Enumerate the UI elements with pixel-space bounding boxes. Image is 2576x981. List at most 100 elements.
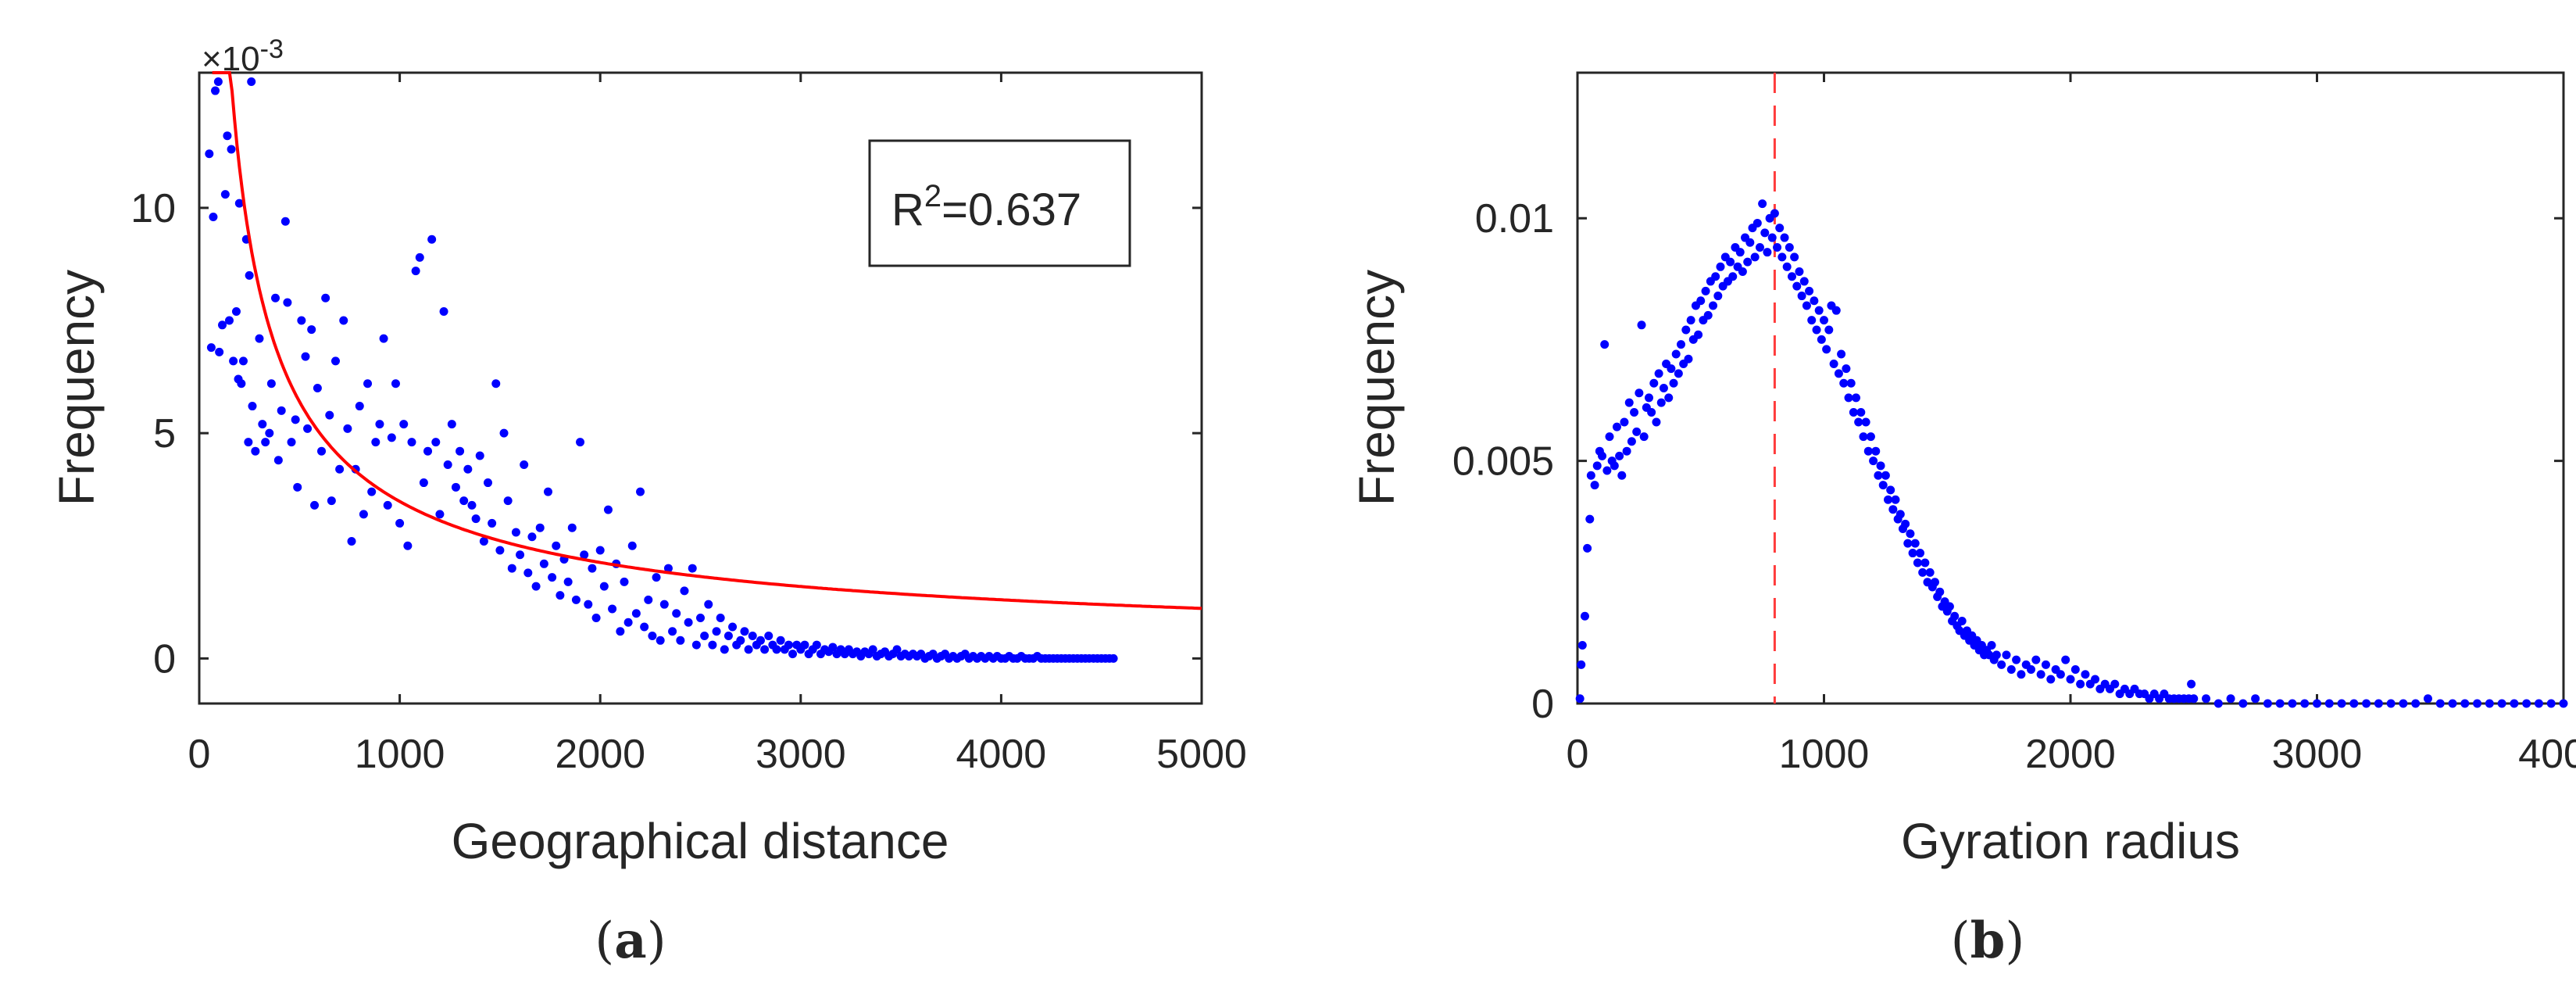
data-point — [535, 523, 545, 532]
y-tick-label: 0.01 — [1475, 196, 1554, 242]
data-point — [659, 600, 669, 609]
data-point — [1617, 471, 1627, 480]
data-point — [1726, 257, 1735, 267]
data-point — [656, 636, 665, 645]
data-point — [2061, 655, 2070, 664]
data-point — [1792, 281, 1802, 291]
svg-text:×10-3: ×10-3 — [202, 34, 284, 78]
data-point — [2546, 699, 2556, 708]
data-point — [1701, 286, 1710, 295]
y-tick-label: 5 — [153, 411, 176, 456]
data-point — [712, 627, 721, 636]
data-point — [1916, 549, 1925, 558]
data-point — [1874, 471, 1883, 480]
data-point — [563, 577, 573, 586]
data-point — [237, 379, 246, 388]
data-point — [484, 478, 493, 488]
legend-label-value: =0.637 — [941, 184, 1081, 235]
data-point — [1777, 252, 1787, 262]
data-point — [680, 586, 689, 596]
data-point — [447, 420, 456, 429]
data-point — [1822, 345, 1831, 354]
data-point — [676, 636, 685, 645]
data-point — [471, 514, 481, 524]
plot-area-b — [1576, 71, 2565, 705]
data-point — [1610, 461, 1619, 471]
legend-label-main: R — [891, 184, 924, 235]
panel-b: 0 1000 2000 3000 4000 0 0.005 0.01 Gyration ra… — [1349, 71, 2576, 970]
data-point — [265, 428, 274, 438]
data-point — [2036, 670, 2045, 679]
data-point — [283, 298, 292, 307]
data-point — [1684, 354, 1693, 363]
data-point — [1671, 349, 1681, 359]
data-point — [1910, 539, 1920, 548]
data-point — [1583, 543, 1592, 553]
x-tick-label: 3000 — [756, 732, 846, 777]
data-point — [2027, 665, 2036, 675]
data-point — [1109, 653, 1118, 663]
data-point — [2046, 675, 2056, 684]
data-point — [1802, 301, 1811, 310]
data-point — [1767, 233, 1777, 242]
data-point — [310, 500, 320, 510]
data-point — [383, 500, 392, 510]
data-point — [343, 424, 352, 433]
data-point — [1871, 446, 1881, 456]
data-point — [1598, 451, 1607, 460]
data-point — [463, 464, 473, 474]
data-point — [543, 487, 552, 496]
data-point — [297, 316, 306, 325]
panel-caption-b: (b) — [1951, 911, 2025, 970]
data-point — [211, 86, 220, 95]
data-point — [608, 604, 617, 614]
data-point — [567, 523, 577, 532]
data-point — [459, 496, 469, 506]
x-axis-ticks-b: 0 1000 2000 3000 4000 — [1567, 73, 2576, 777]
data-point — [1795, 267, 1804, 277]
data-point — [720, 645, 729, 654]
data-point — [599, 582, 609, 591]
data-point — [1861, 417, 1870, 427]
data-point — [868, 645, 877, 654]
data-point — [723, 632, 733, 641]
data-point — [467, 500, 477, 510]
data-point — [2362, 699, 2371, 708]
data-point — [2017, 670, 2026, 679]
data-point — [1652, 417, 1661, 427]
data-point — [1755, 242, 1764, 252]
data-point — [691, 640, 701, 650]
data-point — [1711, 272, 1720, 281]
data-point — [2187, 679, 2196, 689]
data-point — [2110, 679, 2120, 689]
data-point — [2041, 660, 2050, 669]
data-point — [1920, 558, 1930, 567]
data-point — [251, 446, 260, 456]
data-point — [2399, 699, 2408, 708]
data-point — [271, 293, 280, 303]
data-point — [1799, 277, 1809, 286]
data-point — [1930, 578, 1939, 587]
data-point — [1790, 252, 1799, 262]
data-point — [668, 627, 677, 636]
data-point — [1785, 242, 1794, 252]
data-point — [736, 636, 745, 645]
data-point — [359, 510, 368, 519]
data-point — [1886, 485, 1895, 495]
data-point — [2386, 699, 2396, 708]
data-point — [2510, 699, 2519, 708]
data-point — [2213, 699, 2223, 708]
data-point — [1659, 384, 1668, 392]
data-point — [1797, 292, 1806, 301]
y-axis-ticks-b: 0 0.005 0.01 — [1452, 196, 2563, 727]
data-point — [307, 325, 316, 335]
data-point — [1681, 325, 1691, 335]
data-point — [411, 267, 420, 276]
data-point — [2324, 699, 2334, 708]
data-point — [1773, 242, 1782, 252]
data-point — [584, 600, 593, 609]
data-point — [1918, 567, 1928, 577]
data-point — [215, 347, 224, 356]
data-point — [1669, 378, 1678, 388]
x-tick-label: 0 — [1567, 732, 1589, 777]
